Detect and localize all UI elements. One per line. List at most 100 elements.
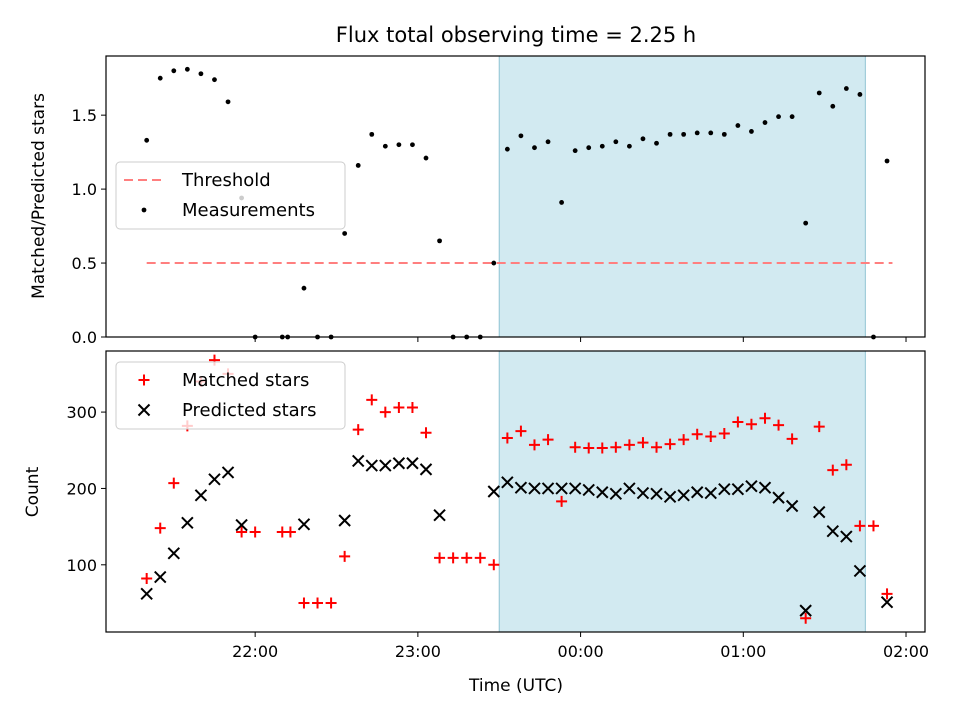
data-point <box>541 482 555 495</box>
data-point <box>338 514 351 527</box>
legend-label: Matched stars <box>182 370 309 391</box>
data-point <box>884 158 890 164</box>
data-point <box>732 416 744 428</box>
data-point <box>154 570 167 584</box>
data-point <box>623 439 635 451</box>
data-point <box>154 522 166 534</box>
data-point <box>366 394 378 406</box>
legend-label: Measurements <box>182 200 315 221</box>
data-point <box>749 129 754 134</box>
data-point <box>144 137 150 143</box>
data-point <box>609 487 623 500</box>
data-point <box>447 552 459 564</box>
data-point <box>650 487 663 500</box>
legend-swatch <box>141 207 147 213</box>
data-point <box>773 419 785 431</box>
x-tick-label: 22:00 <box>232 642 278 661</box>
legend-box <box>115 361 346 430</box>
y-tick-label: 200 <box>66 479 97 498</box>
y-tick-label: 300 <box>66 403 97 422</box>
data-point <box>297 518 311 531</box>
data-point <box>379 459 392 472</box>
data-point <box>654 140 659 146</box>
data-point <box>298 597 310 609</box>
legend-box <box>115 161 346 230</box>
data-point <box>799 604 812 617</box>
x-tick-label: 00:00 <box>558 642 604 661</box>
observing-window <box>499 351 866 632</box>
data-point <box>168 477 180 489</box>
data-point <box>800 612 812 624</box>
data-point <box>718 483 731 496</box>
data-point <box>392 457 406 470</box>
data-point <box>826 524 840 538</box>
data-point <box>501 432 513 444</box>
data-point <box>881 588 893 600</box>
data-point <box>433 508 446 522</box>
data-point <box>556 495 568 507</box>
data-point <box>880 596 894 609</box>
data-point <box>141 573 153 585</box>
data-point <box>504 146 510 152</box>
top-y-axis-label: Matched/Predicted stars <box>29 93 49 299</box>
data-point <box>208 473 221 486</box>
data-point <box>651 441 663 453</box>
data-point <box>572 148 578 154</box>
x-axis-label: Time (UTC) <box>468 676 563 696</box>
data-point <box>555 482 568 495</box>
data-point <box>487 485 501 498</box>
data-point <box>212 77 217 83</box>
data-point <box>249 526 261 538</box>
data-point <box>718 427 730 439</box>
data-point <box>501 476 514 489</box>
x-tick-label: 02:00 <box>883 642 929 661</box>
data-point <box>803 220 809 226</box>
data-point <box>393 402 405 414</box>
data-point <box>690 486 704 499</box>
data-point <box>854 520 866 532</box>
y-tick-label: 100 <box>66 556 97 575</box>
data-point <box>423 155 429 161</box>
data-point <box>284 526 296 538</box>
data-point <box>694 130 700 136</box>
data-point <box>532 145 537 151</box>
legend: Threshold Measurements <box>115 161 346 230</box>
data-point <box>568 482 582 495</box>
data-point <box>678 434 690 446</box>
data-point <box>236 526 248 538</box>
data-point <box>488 559 500 571</box>
data-point <box>474 552 486 564</box>
data-point <box>640 136 646 142</box>
data-point <box>816 90 822 96</box>
data-point <box>406 457 419 470</box>
data-point <box>542 434 554 446</box>
data-point <box>528 482 541 495</box>
data-point <box>312 597 324 609</box>
data-point <box>352 424 364 436</box>
data-point <box>813 421 825 433</box>
data-point <box>325 597 337 609</box>
data-point <box>339 550 351 562</box>
data-point <box>745 418 757 430</box>
data-point <box>759 412 771 424</box>
data-point <box>613 139 619 145</box>
data-point <box>140 587 153 601</box>
data-point <box>410 142 415 148</box>
data-point <box>461 552 473 564</box>
data-point <box>599 143 605 149</box>
data-point <box>342 231 348 236</box>
data-point <box>235 518 248 532</box>
data-point <box>735 123 741 128</box>
data-point <box>420 427 432 439</box>
data-point <box>518 133 524 139</box>
data-point <box>167 547 181 560</box>
data-point <box>194 489 208 502</box>
data-point <box>596 442 608 454</box>
data-point <box>786 433 798 445</box>
data-point <box>677 489 690 502</box>
data-point <box>813 505 826 519</box>
data-point <box>627 143 632 149</box>
legend-label: Predicted stars <box>182 400 316 421</box>
data-point <box>830 103 836 109</box>
observing-window <box>499 56 866 337</box>
